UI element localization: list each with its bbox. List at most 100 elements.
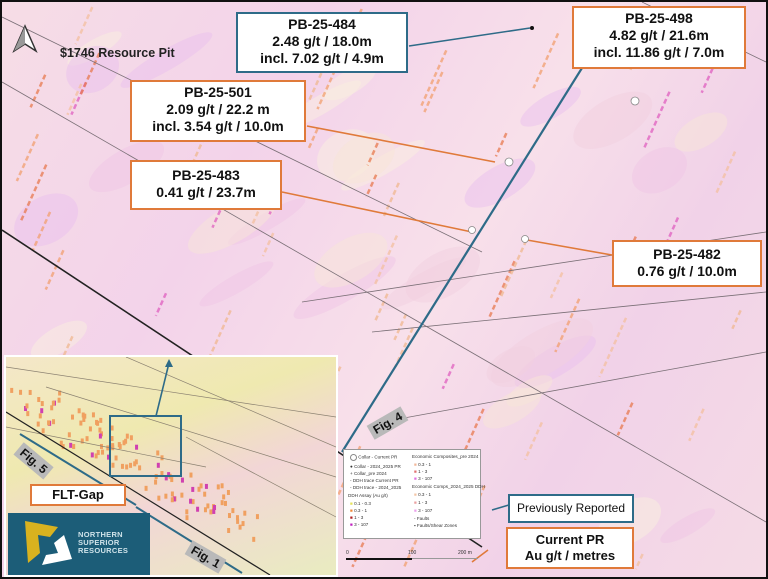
geology-patch	[573, 91, 653, 149]
inset-drill-sample	[160, 455, 164, 461]
inset-drill-sample	[125, 464, 129, 470]
inset-drill-sample	[28, 389, 32, 395]
inset-drill-sample	[50, 405, 54, 411]
geology-patch	[632, 147, 687, 194]
legend-item: Faults	[416, 516, 430, 521]
drill-trace	[74, 6, 94, 45]
drill-trace	[472, 485, 486, 512]
inset-drill-sample	[157, 495, 161, 501]
scale-label: 0	[346, 550, 349, 556]
inset-drill-sample	[25, 403, 29, 409]
inset-drill-sample	[135, 444, 139, 450]
inset-drill-sample	[216, 484, 220, 490]
key-previously-reported: Previously Reported	[508, 494, 634, 523]
inset-drill-sample	[213, 505, 217, 511]
callout-hole: PB-25-498	[625, 10, 693, 26]
drill-trace	[211, 187, 232, 229]
inset-drill-sample	[223, 500, 227, 506]
scale-label: 200 m	[458, 550, 472, 556]
callout-line: incl. 3.54 g/t / 10.0m	[152, 118, 284, 135]
inset-drill-sample	[243, 510, 247, 516]
legend-item: 1 - 3	[354, 515, 364, 520]
inset-drill-sample	[196, 506, 200, 512]
drill-trace	[523, 421, 544, 461]
callout-line: 4.82 g/t / 21.6m	[609, 27, 709, 44]
drill-trace	[382, 182, 400, 217]
inset-drill-sample	[98, 433, 102, 439]
logo-line: NORTHERN	[78, 530, 123, 539]
drill-trace	[499, 239, 528, 297]
inset-drill-sample	[111, 462, 115, 468]
drill-trace	[307, 128, 319, 149]
inset-drill-sample	[77, 408, 81, 414]
legend-item: 0.3 - 1	[418, 462, 432, 467]
callout-pb-25-482: PB-25-482 0.76 g/t / 10.0m	[612, 240, 762, 287]
company-logo: NORTHERN SUPERIOR RESOURCES	[8, 513, 150, 575]
inset-drill-sample	[40, 408, 44, 414]
legend-item: 1 - 3	[418, 500, 428, 505]
inset-drill-sample	[220, 483, 224, 489]
inset-drill-sample	[96, 450, 100, 456]
inset-drill-sample	[235, 515, 239, 521]
legend-item: DDH trace Current PR	[352, 478, 399, 483]
drill-trace	[15, 133, 40, 182]
scale-label: 100	[408, 550, 417, 556]
drill-trace	[554, 298, 581, 353]
legend-item: 3 - 107	[418, 476, 433, 481]
inset-drill-sample	[38, 413, 42, 419]
inset-drill-sample	[199, 483, 203, 489]
inset-drill-sample	[114, 455, 118, 461]
drill-trace	[31, 211, 52, 251]
inset-drill-sample	[164, 493, 168, 499]
inset-drill-sample	[154, 479, 158, 485]
inset-drill-sample	[37, 397, 41, 403]
drill-trace	[423, 71, 444, 113]
inset-drill-sample	[57, 397, 61, 403]
inset-drill-sample	[160, 471, 164, 477]
inset-drill-sample	[51, 400, 55, 406]
scale-bar: 0 100 200 m	[346, 550, 478, 562]
inset-drill-sample	[99, 417, 103, 423]
inset-drill-sample	[191, 499, 195, 505]
geology-patch	[491, 318, 594, 388]
drill-trace	[488, 260, 516, 318]
inset-drill-sample	[138, 465, 142, 471]
inset-drill-sample	[19, 389, 23, 395]
inset-drill-sample	[170, 477, 174, 483]
inset-drill-sample	[189, 472, 193, 478]
drill-trace	[208, 309, 232, 358]
geology-patch	[332, 132, 395, 184]
callout-line: 2.48 g/t / 18.0m	[272, 33, 372, 50]
geology-patch	[660, 508, 716, 544]
callout-line: 2.09 g/t / 22.2 m	[166, 101, 270, 118]
fault-lines	[2, 2, 766, 523]
drill-trace	[731, 309, 742, 330]
inset-drill-sample	[227, 513, 231, 519]
inset-drill-sample	[58, 390, 62, 396]
inset-drill-sample	[252, 536, 256, 542]
inset-drill-sample	[26, 411, 30, 417]
inset-drill-sample	[40, 401, 44, 407]
legend-title: DDH Assay (Au g/t)	[348, 493, 388, 498]
inset-map: Fig. 5 Fig. 1 FLT-Gap NORTHERN SUPERIOR …	[4, 355, 338, 577]
legend-item: Collar_pre 2024	[353, 471, 387, 476]
inset-drill-sample	[164, 475, 168, 481]
inset-drill-sample	[83, 413, 87, 419]
inset-drill-sample	[170, 491, 174, 497]
inset-drill-sample	[212, 508, 216, 514]
inset-drill-sample	[226, 489, 230, 495]
inset-canvas	[6, 357, 336, 575]
map-legend: Collar - Current PR ● Collar - 2024_2025…	[343, 449, 485, 539]
inset-drill-sample	[241, 521, 245, 527]
inset-drill-sample	[180, 477, 184, 483]
inset-drill-sample	[236, 518, 240, 524]
geology-patch	[199, 261, 274, 307]
drill-trace	[374, 293, 389, 321]
inset-drill-sample	[59, 440, 63, 446]
inset-drill-sample	[222, 494, 226, 500]
inset-drill-sample	[47, 420, 51, 426]
inset-drill-sample	[69, 442, 73, 448]
north-arrow-icon	[12, 24, 38, 53]
inset-drill-sample	[85, 436, 89, 442]
